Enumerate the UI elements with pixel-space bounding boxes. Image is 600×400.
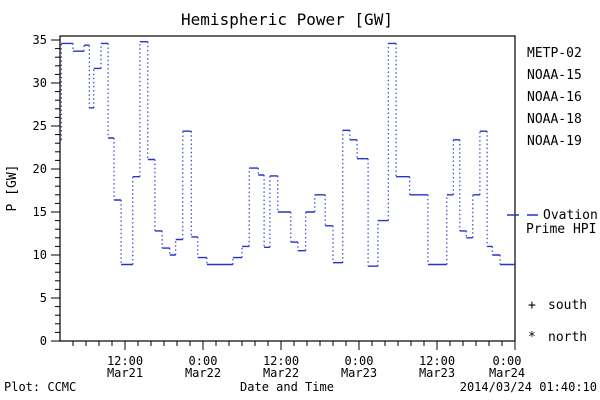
- y-tick-label: 30: [33, 76, 47, 90]
- x-tick-date-label: Mar21: [107, 366, 143, 380]
- x-tick-time-label: 0:00: [189, 354, 218, 368]
- x-tick-time-label: 0:00: [345, 354, 374, 368]
- satellite-legend: METP-02 NOAA-15 NOAA-16 NOAA-18 NOAA-19: [527, 46, 582, 149]
- legend-item-noaa15: NOAA-15: [527, 68, 582, 83]
- x-axis: 12:00Mar210:00Mar2212:00Mar220:00Mar2312…: [72, 341, 525, 380]
- ovation-label-line1: Ovation: [543, 208, 598, 223]
- x-tick-date-label: Mar22: [263, 366, 299, 380]
- y-tick-label: 5: [40, 291, 47, 305]
- y-axis: 0 5 10 15 20 25 30 35: [33, 33, 60, 348]
- north-marker-label: north: [548, 330, 587, 345]
- legend-item-noaa19: NOAA-19: [527, 134, 582, 149]
- ovation-label-line2: Prime HPI: [526, 222, 596, 237]
- data-series: [60, 41, 515, 267]
- footer-timestamp: 2014/03/24 01:40:10: [460, 380, 597, 394]
- x-tick-time-label: 12:00: [107, 354, 143, 368]
- ovation-prime-annotation: Ovation Prime HPI: [507, 208, 598, 237]
- legend-item-noaa16: NOAA-16: [527, 90, 582, 105]
- x-tick-date-label: Mar22: [185, 366, 221, 380]
- y-axis-label: P [GW]: [5, 165, 20, 212]
- y-tick-label: 20: [33, 162, 47, 176]
- plot-frame: [59, 35, 516, 342]
- y-tick-label: 10: [33, 248, 47, 262]
- x-axis-label: Date and Time: [240, 380, 334, 394]
- x-tick-time-label: 12:00: [263, 354, 299, 368]
- x-tick-time-label: 0:00: [493, 354, 522, 368]
- plot-title: Hemispheric Power [GW]: [181, 10, 393, 29]
- y-tick-label: 25: [33, 119, 47, 133]
- series-vertical-connectors: [60, 41, 501, 267]
- x-tick-date-label: Mar24: [489, 366, 525, 380]
- legend-item-metp02: METP-02: [527, 46, 582, 61]
- y-tick-label: 35: [33, 33, 47, 47]
- footer-plot-source: Plot: CCMC: [4, 380, 76, 394]
- legend-item-noaa18: NOAA-18: [527, 112, 582, 127]
- x-tick-date-label: Mar23: [341, 366, 377, 380]
- hemisphere-markers: + south * north: [528, 298, 587, 345]
- y-tick-label: 15: [33, 205, 47, 219]
- y-tick-label: 0: [40, 334, 47, 348]
- x-tick-time-label: 12:00: [419, 354, 455, 368]
- south-marker-label: south: [548, 298, 587, 313]
- north-marker-symbol: *: [528, 330, 536, 345]
- south-marker-symbol: +: [528, 298, 536, 313]
- series-step-levels: [60, 41, 515, 267]
- x-tick-date-label: Mar23: [419, 366, 455, 380]
